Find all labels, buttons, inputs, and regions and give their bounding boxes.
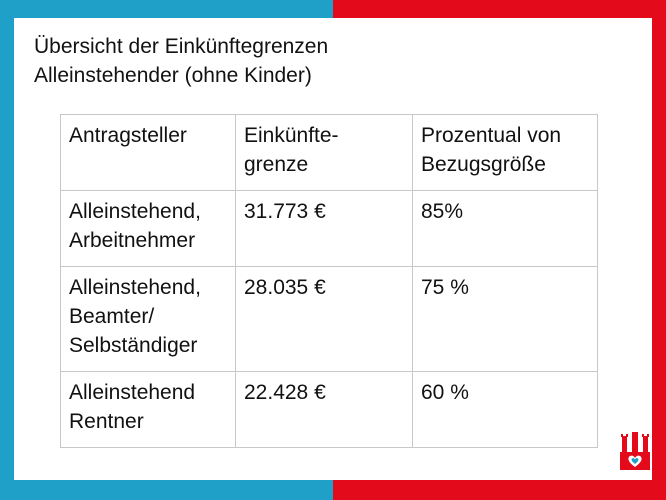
slide-card: Übersicht der Einkünftegrenzen Alleinste… [14, 18, 652, 480]
cell-text: Alleinstehend, Beamter/ Selbständiger [69, 276, 201, 357]
table-cell: 31.773 € [236, 191, 413, 267]
header-cell-percentage: Prozentual von Bezugsgröße [413, 115, 598, 191]
table-header-row: Antragsteller Einkünfte- grenze Prozentu… [61, 115, 598, 191]
table-cell: 28.035 € [236, 267, 413, 372]
cell-text: Alleinstehend, Arbeitnehmer [69, 200, 201, 252]
table-cell: Alleinstehend, Arbeitnehmer [61, 191, 236, 267]
table-cell: Alleinstehend Rentner [61, 372, 236, 448]
header-cell-applicant: Antragsteller [61, 115, 236, 191]
header-income-limit-text: Einkünfte- grenze [244, 124, 339, 176]
table-row: Alleinstehend Rentner 22.428 € 60 % [61, 372, 598, 448]
table-cell: 75 % [413, 267, 598, 372]
cell-text: 31.773 € [244, 200, 326, 223]
table-row: Alleinstehend, Beamter/ Selbständiger 28… [61, 267, 598, 372]
cell-text: 75 % [421, 276, 469, 299]
cell-text: 28.035 € [244, 276, 326, 299]
table-cell: Alleinstehend, Beamter/ Selbständiger [61, 267, 236, 372]
slide-title: Übersicht der Einkünftegrenzen Alleinste… [34, 32, 594, 90]
hamburg-castle-heart-logo-icon [618, 430, 652, 476]
cell-text: Alleinstehend Rentner [69, 381, 195, 433]
header-percentage-text: Prozentual von Bezugsgröße [421, 124, 561, 176]
header-cell-income-limit: Einkünfte- grenze [236, 115, 413, 191]
table-row: Alleinstehend, Arbeitnehmer 31.773 € 85% [61, 191, 598, 267]
header-applicant-text: Antragsteller [69, 124, 187, 147]
income-limits-table: Antragsteller Einkünfte- grenze Prozentu… [60, 114, 598, 448]
slide-title-line-1: Übersicht der Einkünftegrenzen [34, 32, 594, 61]
slide-title-line-2: Alleinstehender (ohne Kinder) [34, 61, 594, 90]
table-cell: 85% [413, 191, 598, 267]
cell-text: 85% [421, 200, 463, 223]
cell-text: 60 % [421, 381, 469, 404]
table-cell: 22.428 € [236, 372, 413, 448]
cell-text: 22.428 € [244, 381, 326, 404]
table-cell: 60 % [413, 372, 598, 448]
